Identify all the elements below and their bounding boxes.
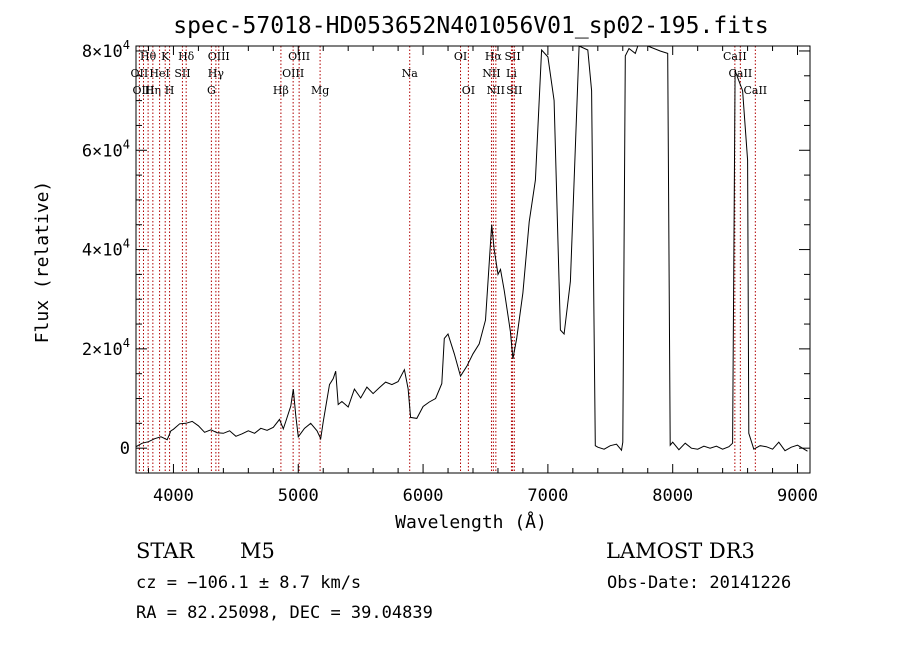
- x-axis: 4000 5000 6000 7000 8000 9000: [147, 46, 818, 506]
- spectral-line-label: OII: [131, 67, 149, 80]
- spectral-line-label: G: [207, 84, 216, 97]
- x-tick-label: 7000: [527, 486, 568, 506]
- spectral-line-label: Hη: [145, 84, 161, 97]
- x-tick-label: 8000: [652, 486, 693, 506]
- y-axis: 0 2×104 4×104 6×104 8×104: [82, 38, 810, 459]
- plot-frame: [135, 45, 811, 474]
- spectral-line-label: SII: [174, 67, 190, 80]
- spectral-line-label: OIII: [282, 67, 304, 80]
- spectral-line-label: OI: [462, 84, 475, 97]
- spectral-line-label: Hα: [485, 50, 503, 63]
- y-tick-label: 0: [120, 439, 130, 459]
- coordinates: RA = 82.25098, DEC = 39.04839: [136, 603, 433, 623]
- spectral-line-label: OI: [454, 50, 467, 63]
- spectral-line-label: CaII: [729, 67, 753, 80]
- x-axis-label: Wavelength (Å): [395, 511, 547, 533]
- chart-title: spec-57018-HD053652N401056V01_sp02-195.f…: [173, 13, 768, 39]
- spectral-line-label: HeI: [149, 67, 169, 80]
- y-tick-label: 4×104: [82, 237, 130, 261]
- spectral-line-label: H: [165, 84, 175, 97]
- spectral-line-label: CaII: [723, 50, 747, 63]
- x-tick-label: 4000: [153, 486, 194, 506]
- spectral-line-label: OIII: [288, 50, 310, 63]
- y-tick-label: 8×104: [82, 38, 130, 62]
- spectral-line-label: SII: [506, 84, 522, 97]
- survey-name: LAMOST DR3: [606, 539, 755, 563]
- observation-date: Obs-Date: 20141226: [607, 573, 792, 593]
- object-class: STAR: [136, 539, 195, 563]
- spectral-line-label: Hβ: [273, 84, 289, 97]
- spectral-line-label: K: [161, 50, 170, 63]
- spectral-line-label: OIII: [208, 50, 230, 63]
- spectral-line-label: NII: [487, 84, 505, 97]
- spectral-line-label: Li: [506, 67, 517, 80]
- redshift-info: cz = −106.1 ± 8.7 km/s: [136, 573, 362, 593]
- spectrum-line: [135, 45, 808, 452]
- y-tick-label: 2×104: [82, 336, 130, 360]
- spectral-line-label: NII: [482, 67, 500, 80]
- x-tick-label: 6000: [403, 486, 444, 506]
- spectral-line-label: Na: [402, 67, 419, 80]
- y-axis-label: Flux (relative): [32, 181, 53, 344]
- x-tick-label: 5000: [278, 486, 319, 506]
- spectrum-layer: [135, 45, 808, 452]
- spectral-line-label: Hγ: [208, 67, 225, 80]
- spectral-line-label: OIII: [132, 84, 154, 97]
- x-tick-label: 9000: [777, 486, 818, 506]
- object-subclass: M5: [240, 539, 275, 563]
- spectral-line-label: SII: [504, 50, 520, 63]
- y-tick-label: 6×104: [82, 137, 130, 161]
- spectral-line-label: Hθ: [140, 50, 157, 63]
- spectral-line-label: Hδ: [178, 50, 195, 63]
- spectral-line-label: CaII: [743, 84, 767, 97]
- spectral-line-label: Mg: [311, 84, 329, 97]
